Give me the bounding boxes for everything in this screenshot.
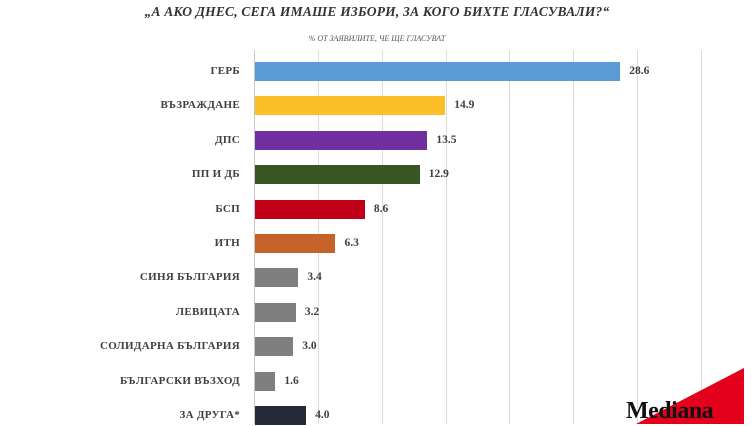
category-label: ИТН (214, 237, 240, 249)
logo-text: Mediana (626, 398, 714, 424)
bar-row: БСП 8.6 (0, 199, 754, 220)
category-label: СОЛИДАРНА БЪЛГАРИЯ (99, 340, 240, 353)
bar-row: ВЪЗРАЖДАНЕ 14.9 (0, 96, 754, 116)
value-label: 8.6 (373, 202, 389, 215)
bar-chart: ГЕРБ 28.6 ВЪЗРАЖДАНЕ 14.9 ДПС 13.5 ПП И ДБ 12.9… (0, 50, 754, 426)
bar-row: ИТН 6.3 (0, 234, 754, 254)
mediana-logo: Mediana (616, 368, 754, 424)
logo-triangle-icon (636, 368, 744, 424)
gridline (700, 50, 702, 424)
bar (255, 268, 299, 288)
bar (255, 337, 294, 357)
bar (255, 130, 428, 150)
bar-row: БЪЛГАРСКИ ВЪЗХОД 1.6 (0, 371, 754, 392)
category-label: СИНЯ БЪЛГАРИЯ (139, 271, 240, 284)
y-axis-line (254, 50, 255, 424)
bar (255, 302, 296, 322)
bar (255, 371, 276, 391)
gridline (509, 50, 511, 424)
value-label: 6.3 (344, 237, 359, 249)
chart-subtitle: % ОТ ЗАЯВИЛИТЕ, ЧЕ ЩЕ ГЛАСУВАТ (308, 34, 446, 43)
bar-row: ЛЕВИЦАТА 3.2 (0, 302, 754, 323)
category-label: ЗА ДРУГА* (179, 409, 240, 421)
gridline (637, 50, 639, 424)
bar-row: ДПС 13.5 (0, 130, 754, 151)
chart-title: „А АКО ДНЕС, СЕГА ИМАШЕ ИЗБОРИ, ЗА КОГО … (144, 4, 610, 19)
category-label: ГЕРБ (210, 65, 240, 77)
bar-row: СИНЯ БЪЛГАРИЯ 3.4 (0, 268, 754, 288)
category-label: ВЪЗРАЖДАНЕ (160, 99, 240, 112)
bar-row: ПП И ДБ 12.9 (0, 165, 754, 185)
bar (255, 199, 365, 219)
bar-row: ГЕРБ 28.6 (0, 62, 754, 82)
value-label: 13.5 (436, 133, 457, 146)
bar (255, 234, 336, 253)
gridline (573, 50, 575, 424)
category-label: ЛЕВИЦАТА (175, 305, 240, 318)
bar-row: ЗА ДРУГА* 4.0 (0, 406, 754, 426)
value-label: 3.0 (302, 340, 317, 353)
value-label: 1.6 (284, 374, 299, 387)
bar-row: СОЛИДАРНА БЪЛГАРИЯ 3.0 (0, 337, 754, 357)
category-label: БЪЛГАРСКИ ВЪЗХОД (119, 374, 240, 387)
category-label: ДПС (215, 133, 240, 146)
value-label: 28.6 (629, 65, 650, 77)
value-label: 14.9 (454, 99, 475, 112)
category-label: БСП (215, 202, 240, 215)
bar (255, 406, 307, 425)
gridline (445, 50, 447, 424)
bar (255, 62, 621, 81)
value-label: 4.0 (315, 409, 330, 421)
value-label: 3.4 (307, 271, 322, 284)
value-label: 3.2 (304, 305, 320, 318)
category-label: ПП И ДБ (191, 168, 240, 181)
bar (255, 165, 420, 185)
gridline (381, 50, 383, 424)
value-label: 12.9 (428, 168, 449, 181)
bar (255, 96, 446, 116)
